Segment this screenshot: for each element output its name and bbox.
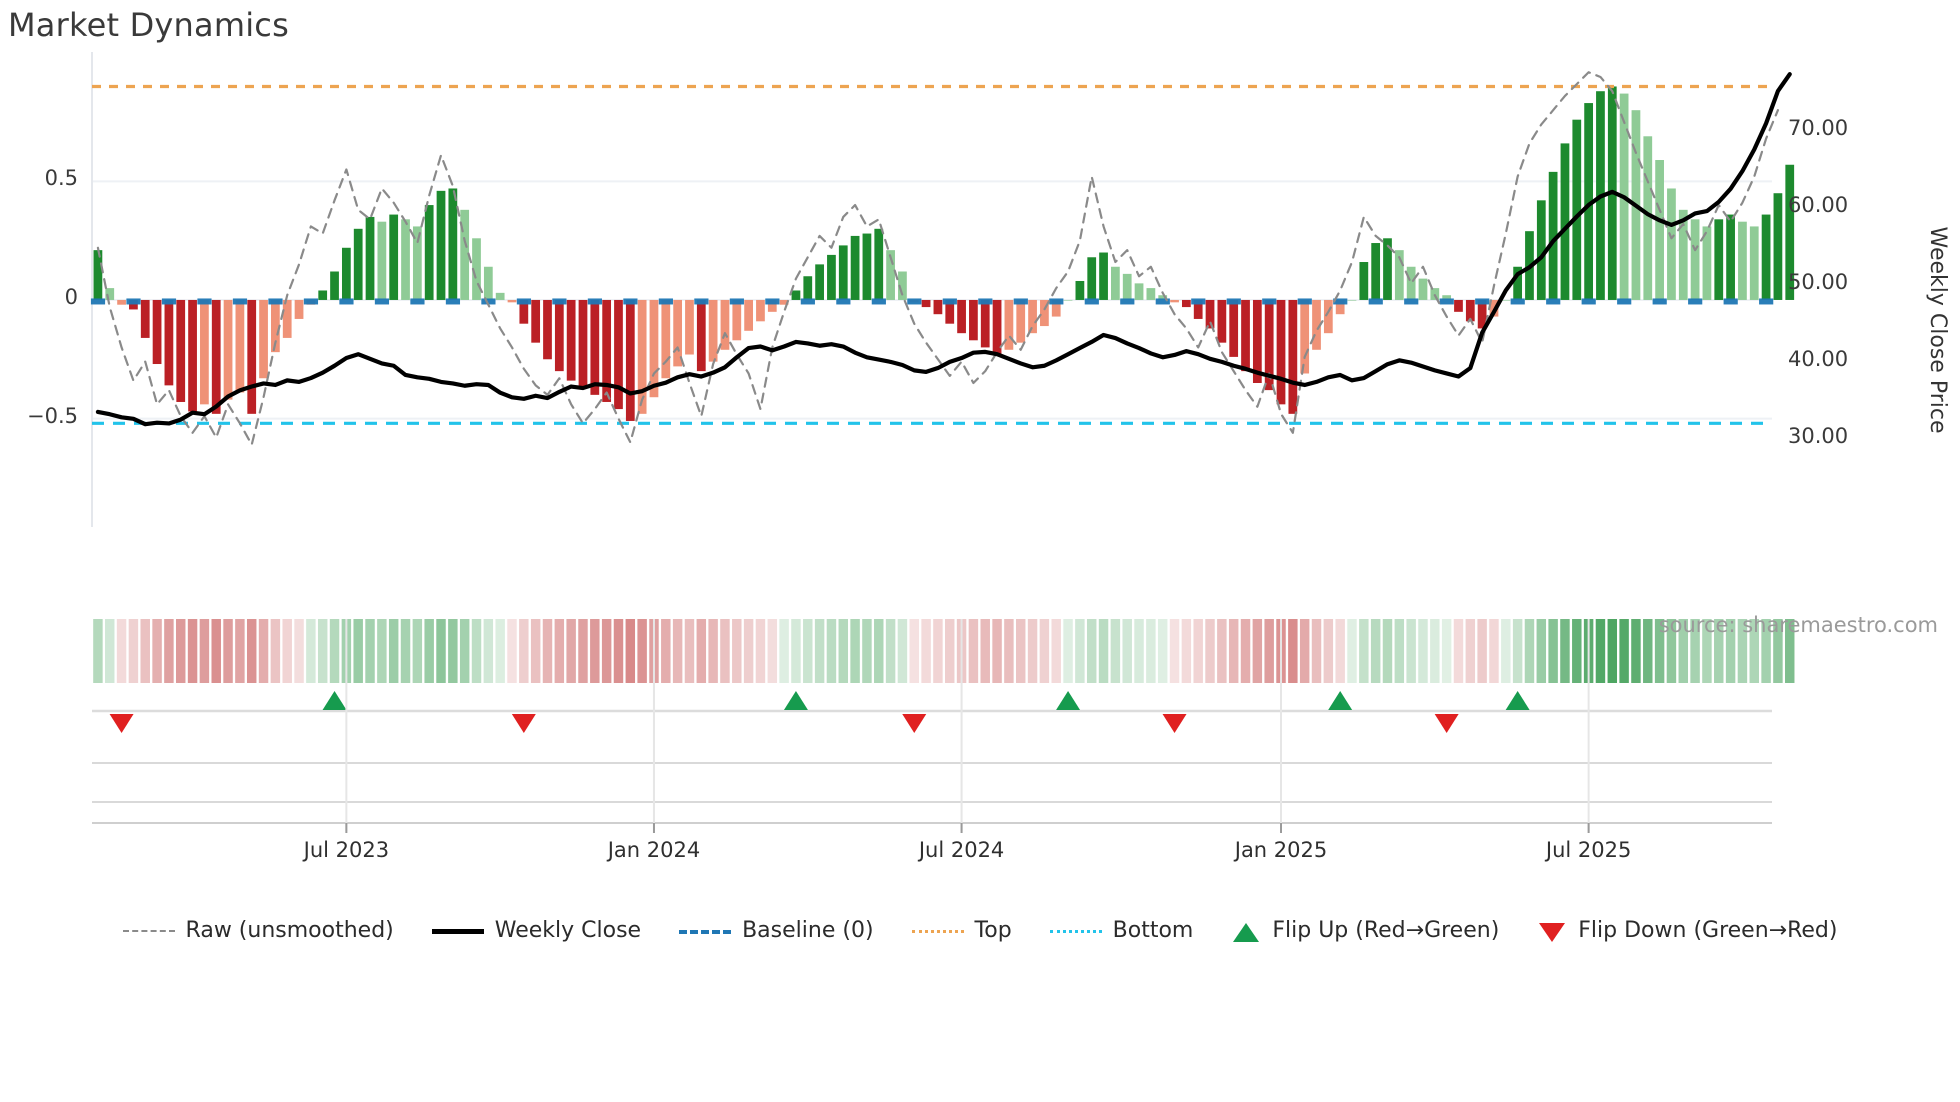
- bar-series: [93, 86, 1795, 421]
- y-tick-right: 40.00: [1788, 346, 1849, 371]
- y-tick-right: 60.00: [1788, 193, 1849, 218]
- source-attribution: source: sharemaestro.com: [1658, 613, 1938, 637]
- legend-item-0[interactable]: Raw (unsmoothed): [122, 918, 394, 943]
- regime-heat-strip: [93, 619, 1795, 683]
- x-axis-lines: [92, 619, 1772, 833]
- legend-label: Baseline (0): [742, 918, 874, 943]
- x-tick: Jul 2024: [918, 838, 1005, 862]
- weekly-close-line: [95, 72, 1792, 427]
- flip-up-icon: [1231, 922, 1261, 942]
- legend-swatch-dotted-orange: [911, 923, 964, 939]
- x-tick: Jan 2024: [607, 838, 701, 862]
- y-tick-left: 0: [64, 284, 78, 309]
- chart-legend: Raw (unsmoothed) Weekly Close Baseline (0)…: [0, 918, 1960, 943]
- legend-swatch-solid-black: [431, 923, 484, 939]
- legend-label: Top: [974, 918, 1012, 943]
- baseline-markers: [90, 298, 1774, 305]
- page-title: Market Dynamics: [8, 6, 289, 44]
- x-tick: Jan 2025: [1234, 838, 1328, 862]
- legend-label: Flip Down (Green→Red): [1578, 918, 1838, 943]
- legend-swatch-dashed-grey: [122, 923, 175, 939]
- legend-item-3[interactable]: Top: [911, 918, 1012, 943]
- legend-item-6[interactable]: Flip Down (Green→Red): [1537, 918, 1837, 943]
- y-tick-right: 30.00: [1788, 423, 1849, 448]
- legend-label: Weekly Close: [494, 918, 642, 943]
- legend-item-2[interactable]: Baseline (0): [679, 918, 874, 943]
- legend-label: Flip Up (Red→Green): [1272, 918, 1500, 943]
- legend-item-1[interactable]: Weekly Close: [431, 918, 642, 943]
- raw-unsmoothed-line: [96, 71, 1780, 446]
- legend-swatch-dotted-cyan: [1049, 923, 1102, 939]
- legend-item-4[interactable]: Bottom: [1049, 918, 1194, 943]
- x-tick: Jul 2023: [303, 838, 390, 862]
- y-tick-left: −0.5: [27, 403, 78, 428]
- legend-swatch-dashed-blue: [679, 923, 732, 939]
- y-tick-right: 70.00: [1788, 116, 1849, 141]
- reference-lines: [92, 84, 1772, 425]
- legend-label: Bottom: [1112, 918, 1194, 943]
- flip-markers: [92, 691, 1772, 733]
- flip-down-icon: [1537, 922, 1567, 942]
- legend-item-5[interactable]: Flip Up (Red→Green): [1231, 918, 1499, 943]
- legend-label: Raw (unsmoothed): [185, 918, 394, 943]
- y-tick-left: 0.5: [44, 166, 78, 191]
- x-tick: Jul 2025: [1545, 838, 1632, 862]
- y-tick-right: 50.00: [1788, 269, 1849, 294]
